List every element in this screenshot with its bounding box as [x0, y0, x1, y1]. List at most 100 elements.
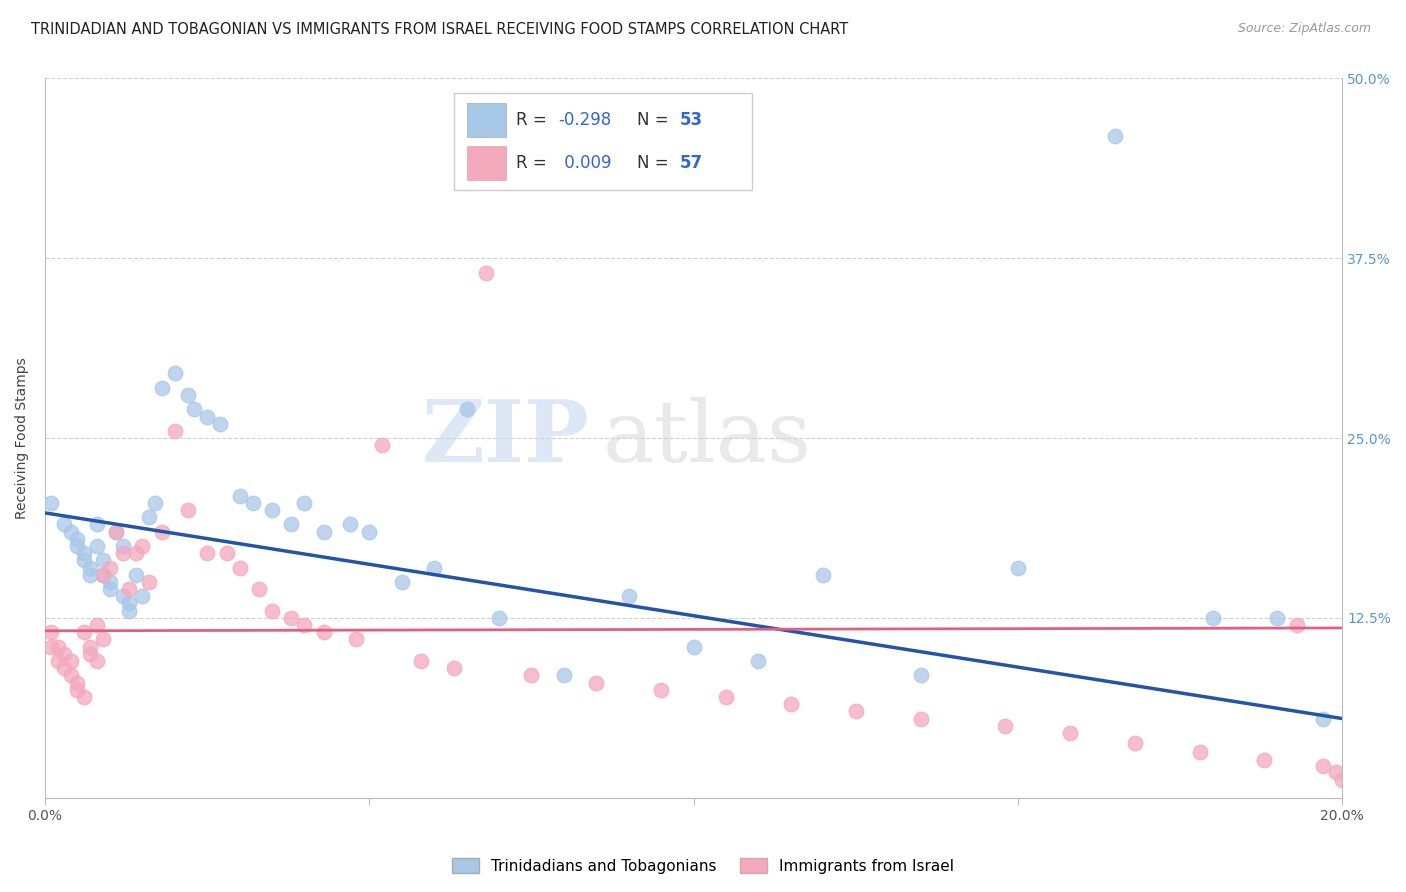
Point	[46, 640, 69, 654]
Point	[344, 632, 367, 647]
Point	[209, 417, 232, 431]
Point	[682, 640, 704, 654]
Point	[813, 567, 835, 582]
Point	[53, 647, 76, 661]
Point	[1201, 611, 1223, 625]
FancyBboxPatch shape	[454, 93, 752, 190]
Point	[138, 510, 160, 524]
Point	[111, 589, 134, 603]
Point	[1059, 726, 1081, 740]
Point	[118, 604, 141, 618]
Point	[650, 682, 672, 697]
Point	[93, 553, 115, 567]
Point	[163, 424, 186, 438]
Text: R =: R =	[516, 111, 553, 129]
Point	[59, 668, 82, 682]
Text: ZIP: ZIP	[422, 396, 591, 480]
Point	[125, 546, 148, 560]
Point	[150, 381, 173, 395]
Point	[66, 675, 89, 690]
Point	[73, 625, 96, 640]
Point	[86, 539, 108, 553]
Point	[411, 654, 433, 668]
Point	[910, 668, 932, 682]
Point	[118, 597, 141, 611]
Point	[131, 589, 153, 603]
Point	[93, 567, 115, 582]
Point	[79, 640, 101, 654]
Point	[312, 625, 335, 640]
Point	[910, 712, 932, 726]
Point	[98, 582, 121, 596]
Point	[339, 517, 361, 532]
Point	[1331, 773, 1354, 788]
Point	[1104, 128, 1126, 143]
Point	[845, 705, 868, 719]
Text: TRINIDADIAN AND TOBAGONIAN VS IMMIGRANTS FROM ISRAEL RECEIVING FOOD STAMPS CORRE: TRINIDADIAN AND TOBAGONIAN VS IMMIGRANTS…	[31, 22, 848, 37]
Point	[118, 582, 141, 596]
Point	[1123, 736, 1146, 750]
Point	[391, 574, 413, 589]
Text: R =: R =	[516, 153, 553, 172]
Point	[280, 517, 302, 532]
Point	[131, 539, 153, 553]
Point	[247, 582, 270, 596]
Point	[1285, 618, 1308, 632]
Point	[585, 675, 607, 690]
Point	[59, 524, 82, 539]
Point	[747, 654, 769, 668]
Point	[93, 567, 115, 582]
Point	[53, 517, 76, 532]
Point	[150, 524, 173, 539]
Y-axis label: Receiving Food Stamps: Receiving Food Stamps	[15, 357, 30, 519]
Point	[105, 524, 128, 539]
Point	[79, 560, 101, 574]
Point	[176, 503, 198, 517]
Point	[443, 661, 465, 675]
Point	[994, 719, 1017, 733]
Point	[1324, 764, 1347, 779]
Point	[93, 632, 115, 647]
Point	[79, 647, 101, 661]
Point	[215, 546, 238, 560]
Point	[1253, 753, 1275, 767]
Point	[105, 524, 128, 539]
Point	[41, 625, 63, 640]
Point	[1267, 611, 1289, 625]
Point	[111, 546, 134, 560]
Point	[1188, 745, 1211, 759]
Point	[73, 546, 96, 560]
Point	[86, 517, 108, 532]
Point	[41, 496, 63, 510]
Point	[260, 604, 283, 618]
Point	[86, 618, 108, 632]
Text: N =: N =	[637, 153, 673, 172]
Point	[195, 409, 218, 424]
Point	[359, 524, 381, 539]
Point	[1312, 712, 1334, 726]
Point	[242, 496, 264, 510]
Point	[98, 560, 121, 574]
Text: N =: N =	[637, 111, 673, 129]
Point	[66, 682, 89, 697]
Point	[280, 611, 302, 625]
Point	[163, 367, 186, 381]
Text: 53: 53	[679, 111, 703, 129]
Point	[125, 567, 148, 582]
Point	[456, 402, 478, 417]
Point	[73, 690, 96, 704]
Text: atlas: atlas	[603, 396, 811, 480]
Text: 57: 57	[679, 153, 703, 172]
Point	[1312, 759, 1334, 773]
Point	[86, 654, 108, 668]
Point	[228, 560, 250, 574]
Point	[371, 438, 394, 452]
Point	[183, 402, 205, 417]
Point	[79, 567, 101, 582]
FancyBboxPatch shape	[467, 145, 506, 180]
Point	[195, 546, 218, 560]
FancyBboxPatch shape	[467, 103, 506, 137]
Point	[41, 640, 63, 654]
Point	[294, 618, 316, 632]
Point	[520, 668, 543, 682]
